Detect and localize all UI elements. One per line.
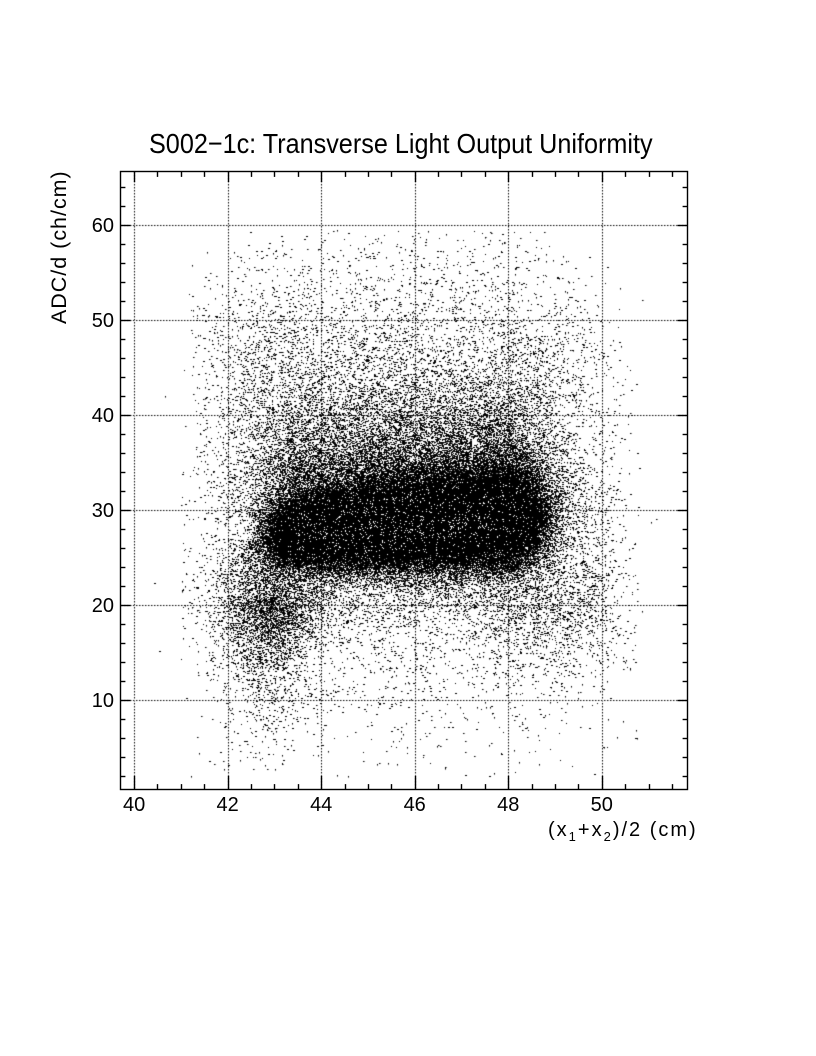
svg-text:30: 30 [92, 500, 114, 522]
svg-text:50: 50 [591, 794, 613, 816]
svg-text:40: 40 [92, 405, 114, 427]
svg-text:48: 48 [497, 794, 519, 816]
svg-text:60: 60 [92, 215, 114, 237]
svg-text:50: 50 [92, 310, 114, 332]
svg-text:42: 42 [216, 794, 238, 816]
svg-text:20: 20 [92, 595, 114, 617]
svg-text:40: 40 [123, 794, 145, 816]
svg-text:46: 46 [404, 794, 426, 816]
svg-text:44: 44 [310, 794, 332, 816]
svg-text:10: 10 [92, 690, 114, 712]
